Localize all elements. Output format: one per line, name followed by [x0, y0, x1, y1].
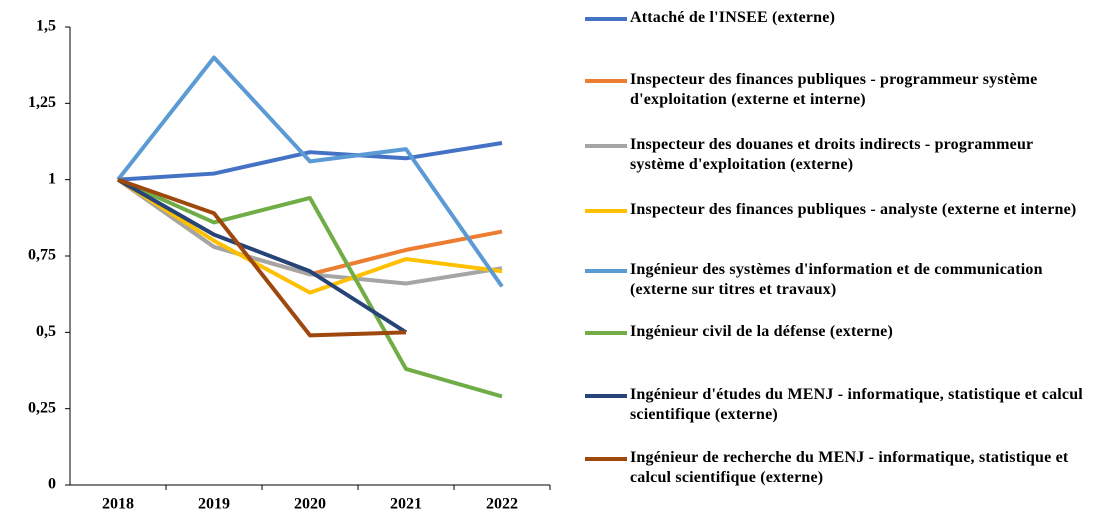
y-tick-label: 0,75	[28, 247, 56, 264]
series-line	[116, 178, 503, 286]
legend-item: Ingénieur d'études du MENJ - informatiqu…	[585, 385, 1085, 425]
series-line	[116, 177, 503, 295]
legend-swatch	[585, 209, 627, 213]
legend-label: Ingénieur de recherche du MENJ - informa…	[630, 449, 1069, 486]
y-tick-label: 0	[48, 476, 56, 493]
legend-label: Ingénieur des systèmes d'information et …	[630, 261, 1043, 298]
series-line	[116, 55, 504, 288]
y-tick-label: 0,25	[28, 399, 56, 416]
x-tick-label: 2019	[198, 496, 230, 513]
y-tick-label: 0,5	[36, 323, 56, 340]
legend-item: Ingénieur des systèmes d'information et …	[585, 260, 1085, 300]
x-tick-label: 2020	[294, 496, 326, 513]
legend-label: Ingénieur civil de la défense (externe)	[630, 323, 894, 340]
legend-swatch	[585, 331, 627, 335]
legend-item: Inspecteur des douanes et droits indirec…	[585, 135, 1085, 175]
legend-item: Ingénieur de recherche du MENJ - informa…	[585, 448, 1085, 488]
legend-item: Ingénieur civil de la défense (externe)	[585, 322, 1085, 342]
series-line	[116, 178, 503, 277]
legend-swatch	[585, 17, 627, 21]
legend-label: Inspecteur des douanes et droits indirec…	[630, 136, 1034, 173]
legend-swatch	[585, 79, 627, 83]
legend-item: Inspecteur des finances publiques - anal…	[585, 200, 1085, 220]
legend-label: Ingénieur d'études du MENJ - informatiqu…	[630, 386, 1083, 423]
series-line	[117, 177, 408, 335]
x-tick-label: 2021	[390, 496, 422, 513]
series-line	[117, 141, 503, 182]
legend-label: Attaché de l'INSEE (externe)	[630, 9, 836, 26]
legend-label: Inspecteur des finances publiques - prog…	[630, 71, 1038, 108]
y-tick-label: 1	[48, 170, 56, 187]
legend-item: Inspecteur des finances publiques - prog…	[585, 70, 1085, 110]
x-tick-label: 2022	[486, 496, 518, 513]
x-tick-label: 2018	[102, 496, 134, 513]
legend-swatch	[585, 269, 627, 273]
series-line	[117, 177, 407, 338]
y-tick-label: 1,25	[28, 94, 56, 111]
legend-item: Attaché de l'INSEE (externe)	[585, 8, 1085, 28]
legend-swatch	[585, 394, 627, 398]
legend-label: Inspecteur des finances publiques - anal…	[630, 201, 1077, 218]
series-line	[117, 177, 503, 399]
legend-swatch	[585, 144, 627, 148]
legend-swatch	[585, 457, 627, 461]
chart: 0 0,25 0,5 0,75 1 1,25 1,5 2018 2019 2020 2021 2022	[28, 18, 551, 513]
y-tick-label: 1,5	[36, 18, 56, 35]
